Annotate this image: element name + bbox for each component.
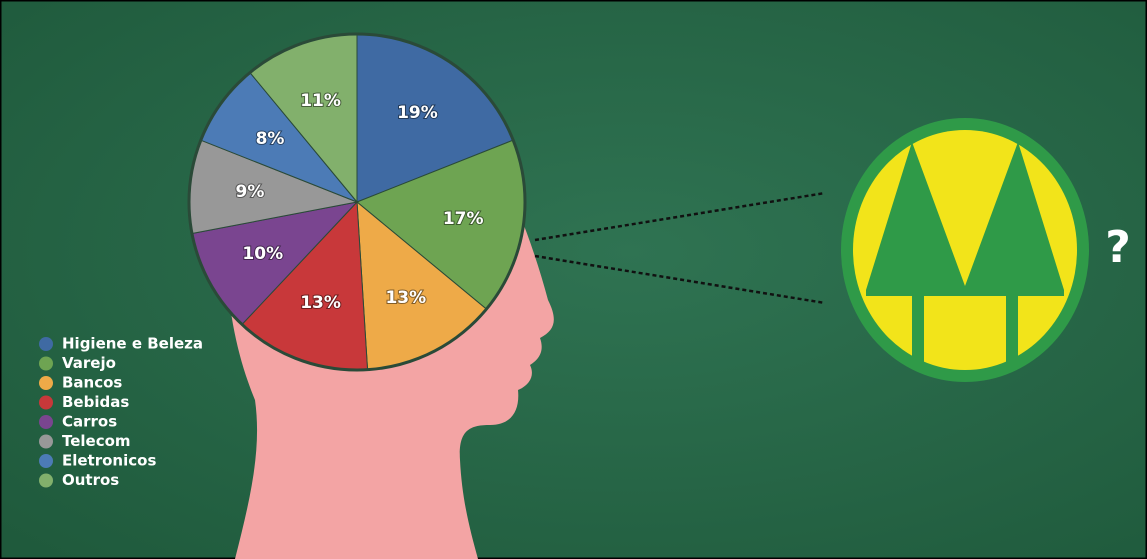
legend-swatch <box>39 473 53 488</box>
question-mark: ? <box>1105 222 1131 273</box>
legend-swatch <box>39 376 53 390</box>
legend-label: Bancos <box>62 374 122 392</box>
slice-label: 11% <box>300 91 341 111</box>
legend-swatch <box>39 395 53 410</box>
slice-label: 13% <box>385 288 426 308</box>
logo <box>841 118 1089 382</box>
slice-label: 9% <box>236 182 265 202</box>
legend-swatch <box>39 434 53 449</box>
slice-label: 8% <box>256 129 285 149</box>
slice-label: 19% <box>397 103 438 123</box>
legend-label: Bebidas <box>62 393 129 411</box>
legend-label: Eletronicos <box>62 452 156 470</box>
legend-label: Varejo <box>62 354 116 372</box>
legend-label: Outros <box>62 471 119 489</box>
pie-rim <box>187 32 527 372</box>
legend-label: Telecom <box>62 432 131 450</box>
pie: 19% 17% 13% 13% 10% 9% 8% 11% <box>187 32 527 372</box>
slice-label: 13% <box>300 293 341 313</box>
legend-label: Higiene e Beleza <box>62 335 203 353</box>
slice-label: 17% <box>443 209 484 229</box>
legend-label: Carros <box>62 413 117 431</box>
legend-swatch <box>39 454 53 468</box>
legend-swatch <box>39 337 53 351</box>
legend-swatch <box>39 356 53 371</box>
slice-label: 10% <box>242 244 283 264</box>
legend-swatch <box>39 415 53 429</box>
